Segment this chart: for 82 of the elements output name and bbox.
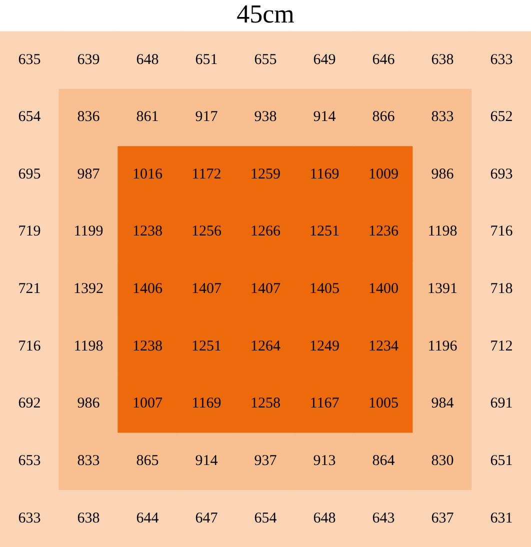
data-label: 1007 — [132, 396, 163, 412]
data-label: 986 — [431, 166, 454, 182]
data-label: 1407 — [250, 281, 281, 298]
data-label: 1251 — [310, 224, 340, 240]
data-label: 836 — [77, 109, 100, 126]
data-label: 1400 — [368, 281, 398, 298]
data-label: 1009 — [368, 166, 398, 182]
data-label: 635 — [18, 52, 41, 68]
data-label: 655 — [254, 52, 277, 68]
data-label: 914 — [195, 452, 218, 469]
data-label: 1407 — [192, 281, 222, 298]
data-label: 1172 — [192, 166, 222, 182]
data-label: 637 — [431, 510, 454, 526]
data-label: 1251 — [192, 338, 222, 354]
data-label: 1256 — [192, 224, 222, 240]
data-label: 1236 — [368, 224, 399, 240]
data-label: 647 — [195, 510, 218, 526]
data-label: 865 — [136, 452, 159, 469]
data-label: 1016 — [132, 166, 163, 182]
data-label: 695 — [18, 166, 41, 182]
data-label: 864 — [372, 452, 396, 469]
data-label: 646 — [372, 52, 396, 68]
data-label: 833 — [77, 452, 100, 469]
data-label: 1005 — [368, 396, 398, 412]
data-label: 648 — [136, 52, 159, 68]
data-label: 1238 — [132, 338, 162, 354]
data-label: 1249 — [310, 338, 340, 354]
data-label: 652 — [490, 109, 513, 126]
data-label: 1405 — [310, 281, 340, 298]
data-label: 631 — [490, 510, 513, 526]
data-label: 1198 — [74, 338, 104, 354]
data-label: 654 — [18, 109, 42, 126]
data-label: 648 — [313, 510, 336, 526]
data-label: 861 — [136, 109, 159, 126]
data-label: 716 — [490, 224, 514, 240]
data-label: 1196 — [428, 338, 458, 354]
data-label: 644 — [136, 510, 160, 526]
data-label: 633 — [490, 52, 513, 68]
data-label: 1266 — [250, 224, 281, 240]
data-label: 649 — [313, 52, 336, 68]
data-label: 914 — [313, 109, 336, 126]
data-label: 1198 — [428, 224, 458, 240]
data-label: 830 — [431, 452, 454, 469]
data-label: 654 — [254, 510, 278, 526]
chart-title: 45cm — [236, 0, 294, 28]
data-label: 987 — [77, 166, 100, 182]
data-label: 716 — [18, 338, 42, 354]
data-label: 643 — [372, 510, 395, 526]
data-label: 721 — [18, 281, 41, 298]
data-label: 1199 — [74, 224, 104, 240]
data-label: 651 — [490, 452, 513, 469]
data-label: 917 — [195, 109, 218, 126]
data-label: 691 — [490, 396, 513, 412]
data-label: 1167 — [310, 396, 340, 412]
data-label: 986 — [77, 396, 100, 412]
data-label: 1238 — [132, 224, 162, 240]
data-label: 638 — [431, 52, 454, 68]
data-label: 653 — [18, 452, 41, 469]
data-label: 833 — [431, 109, 454, 126]
data-label: 984 — [431, 396, 454, 412]
data-label: 937 — [254, 452, 278, 469]
data-label: 692 — [18, 396, 41, 412]
data-label: 1258 — [250, 396, 280, 412]
data-label: 1264 — [250, 338, 281, 354]
data-label: 913 — [313, 452, 336, 469]
data-label: 938 — [254, 109, 277, 126]
data-label: 866 — [372, 109, 396, 126]
data-label: 1169 — [310, 166, 340, 182]
data-label: 1392 — [74, 281, 104, 298]
data-label: 693 — [490, 166, 513, 182]
data-label: 651 — [195, 52, 218, 68]
data-label: 1406 — [132, 281, 163, 298]
data-label: 1169 — [192, 396, 222, 412]
data-label: 712 — [490, 338, 513, 354]
data-label: 1259 — [250, 166, 280, 182]
data-label: 633 — [18, 510, 41, 526]
data-label: 639 — [77, 52, 100, 68]
data-label: 1234 — [368, 338, 399, 354]
data-label: 718 — [490, 281, 513, 298]
data-label: 1391 — [428, 281, 458, 298]
data-label: 638 — [77, 510, 100, 526]
data-label: 719 — [18, 224, 41, 240]
